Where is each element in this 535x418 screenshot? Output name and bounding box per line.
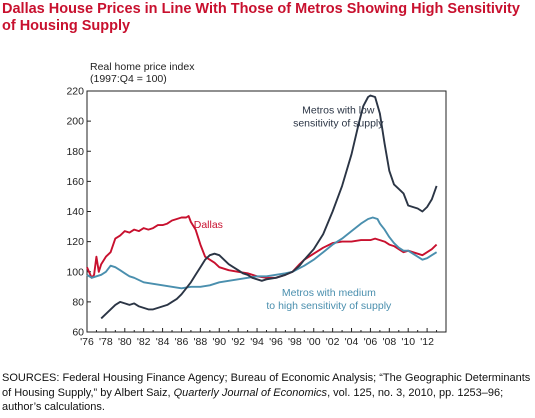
x-tick-label: '90 (212, 336, 226, 348)
series-lines (86, 94, 438, 320)
x-axis: '76 '78 '80 '82 '84 '86 '88 '90 '92 '94 '96 '98 '00 '… (80, 328, 438, 348)
x-tick-label: '92 (231, 336, 245, 348)
y-axis-label-line: (1997:Q4 = 100) (90, 73, 167, 85)
sources-journal: Quarterly Journal of Economics (173, 386, 328, 399)
series-line-dallas (86, 215, 438, 279)
x-tick-label: '10 (401, 336, 415, 348)
line-chart: Real home price index(1997:Q4 = 100) 60 8… (66, 61, 447, 348)
y-tick-label: 220 (66, 86, 84, 98)
y-tick-label: 120 (66, 236, 84, 248)
y-axis-label-line: Real home price index (90, 61, 195, 73)
x-tick-label: '80 (118, 336, 132, 348)
y-tick-label: 160 (66, 176, 84, 188)
x-tick-label: '06 (364, 336, 378, 348)
series-line-metros-with-low-sensitivity-of-supply (100, 94, 438, 320)
series-label: Metros with medium (282, 287, 376, 299)
x-tick-label: '78 (99, 336, 113, 348)
x-tick-label: '86 (175, 336, 189, 348)
x-tick-label: '84 (156, 336, 170, 348)
y-tick-label: 80 (72, 296, 84, 308)
y-tick-label: 140 (66, 206, 84, 218)
y-axis: 60 80 100 120 140 160 180 200 220 (66, 86, 91, 339)
x-tick-label: '88 (194, 336, 208, 348)
series-label: Dallas (194, 219, 223, 231)
x-tick-label: '08 (382, 336, 396, 348)
x-tick-label: '94 (250, 336, 264, 348)
series-line-metros-with-medium-to-high-sensitivity-of-supply (86, 216, 438, 290)
y-tick-label: 60 (72, 327, 84, 339)
series-label: to high sensitivity of supply (266, 300, 392, 312)
y-axis-label: Real home price index(1997:Q4 = 100) (90, 61, 195, 85)
plot-frame (86, 90, 447, 333)
sources-text: SOURCES: Federal Housing Finance Agency;… (2, 372, 531, 399)
x-tick-label: '98 (288, 336, 302, 348)
x-tick-label: '76 (80, 336, 94, 348)
y-tick-label: 200 (66, 116, 84, 128)
chart-title: Dallas House Prices in Line With Those o… (2, 1, 520, 34)
x-tick-label: '96 (269, 336, 283, 348)
sources-note: SOURCES: Federal Housing Finance Agency;… (2, 371, 532, 415)
x-tick-label: '00 (307, 336, 321, 348)
x-tick-label: '02 (326, 336, 340, 348)
x-tick-label: '12 (420, 336, 434, 348)
x-tick-label: '04 (345, 336, 359, 348)
series-label: Metros with low (302, 105, 375, 117)
x-tick-label: '82 (137, 336, 151, 348)
y-tick-label: 100 (66, 266, 84, 278)
series-label: sensitivity of supply (293, 118, 384, 130)
y-tick-label: 180 (66, 146, 84, 158)
sources-text-end: , vol. 125, no. 3, 2010, pp. 1253–96; au… (2, 386, 504, 414)
